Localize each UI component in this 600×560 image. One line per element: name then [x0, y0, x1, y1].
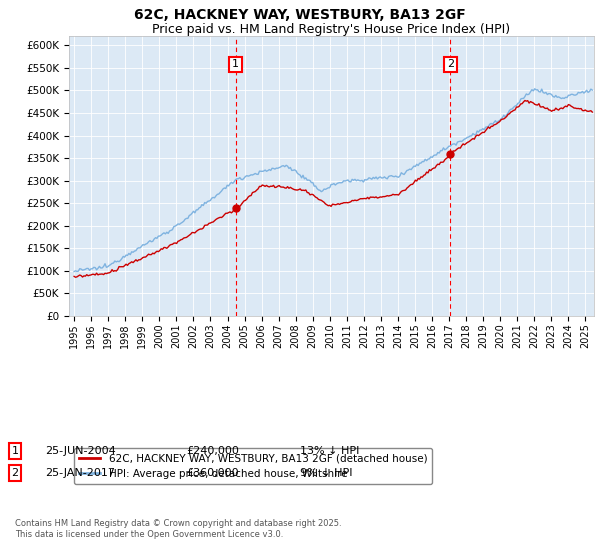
- Text: 2: 2: [11, 468, 19, 478]
- Text: 9% ↓ HPI: 9% ↓ HPI: [300, 468, 353, 478]
- Text: £240,000: £240,000: [186, 446, 239, 456]
- Text: 62C, HACKNEY WAY, WESTBURY, BA13 2GF: 62C, HACKNEY WAY, WESTBURY, BA13 2GF: [134, 8, 466, 22]
- Legend: 62C, HACKNEY WAY, WESTBURY, BA13 2GF (detached house), HPI: Average price, detac: 62C, HACKNEY WAY, WESTBURY, BA13 2GF (de…: [74, 449, 433, 484]
- Text: 25-JUN-2004: 25-JUN-2004: [45, 446, 116, 456]
- Text: 1: 1: [232, 59, 239, 69]
- Text: 13% ↓ HPI: 13% ↓ HPI: [300, 446, 359, 456]
- Text: 2: 2: [447, 59, 454, 69]
- Text: 25-JAN-2017: 25-JAN-2017: [45, 468, 115, 478]
- Title: Price paid vs. HM Land Registry's House Price Index (HPI): Price paid vs. HM Land Registry's House …: [152, 24, 511, 36]
- Text: Contains HM Land Registry data © Crown copyright and database right 2025.
This d: Contains HM Land Registry data © Crown c…: [15, 520, 341, 539]
- Text: £360,000: £360,000: [186, 468, 239, 478]
- Text: 1: 1: [11, 446, 19, 456]
